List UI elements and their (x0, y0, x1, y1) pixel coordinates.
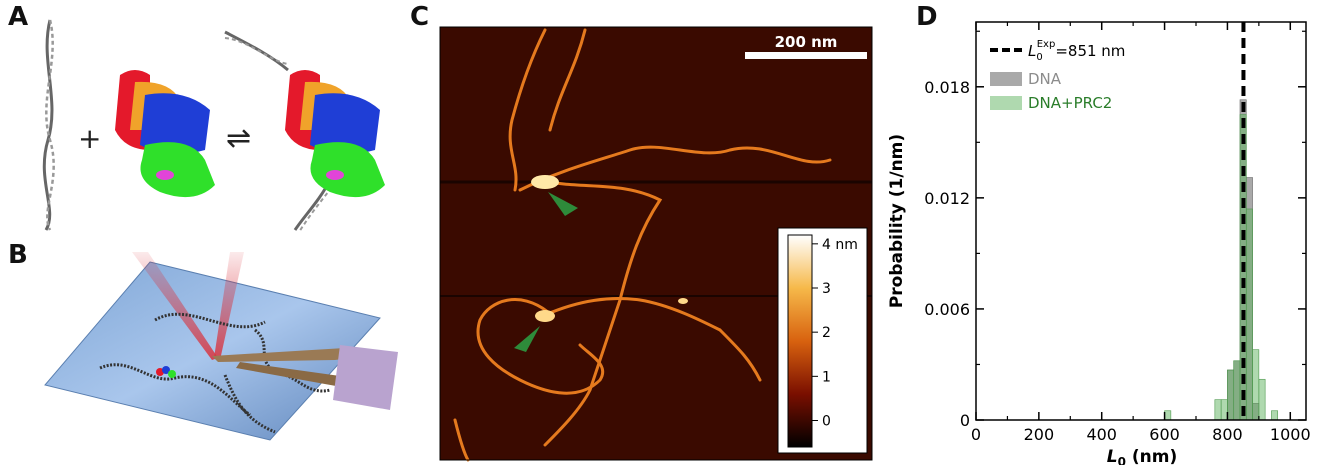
x-axis-label: L0 (nm) (1107, 447, 1177, 465)
prc2-on-surface (156, 366, 176, 378)
legend-dna-prc2-label: DNA+PRC2 (1028, 94, 1112, 112)
colorbar-tick-label: 1 (822, 369, 831, 385)
legend-ref-main: L (1028, 42, 1036, 60)
legend-dna-prc2-swatch (990, 96, 1022, 110)
y-tick-label: 0.018 (924, 78, 970, 97)
cantilever-chip (333, 345, 398, 410)
legend-dna-label: DNA (1028, 70, 1062, 88)
afm-cantilever (212, 348, 350, 362)
histogram-bar-dna-prc2 (1164, 410, 1172, 421)
x-axis-label-main: L (1107, 447, 1118, 465)
dna-strand-b3 (99, 363, 251, 417)
prc2-blob-2 (535, 310, 555, 322)
prc2-complex-structure (115, 70, 215, 198)
panel-label-a: A (8, 2, 29, 32)
prc2-complex-bound (285, 70, 385, 198)
afm-cantilever-arm (236, 362, 340, 386)
colorbar-tick-label: 2 (822, 325, 831, 341)
histogram-bar-dna-prc2 (1233, 360, 1241, 421)
dna-strand-b2 (254, 328, 331, 393)
colorbar-tick-label: 0 (822, 414, 831, 430)
colorbar: 4 nm 3 2 1 0 (777, 227, 868, 454)
legend-ref-sub: 0 (1036, 52, 1042, 63)
panel-b-illustration (44, 252, 398, 441)
y-axis-label: Probability (1/nm) (887, 134, 907, 308)
x-tick-label: 400 (1086, 425, 1117, 444)
dna-strand-b4 (223, 374, 276, 434)
panel-c-afm-image: 200 nm 4 nm 3 2 1 0 (439, 26, 873, 462)
particle-dot (678, 298, 688, 304)
y-tick-label: 0 (960, 411, 970, 430)
plus-sign: + (78, 122, 101, 155)
scalebar (745, 52, 867, 59)
colorbar-gradient (787, 234, 813, 448)
histogram-bar-dna-prc2 (1258, 378, 1266, 421)
legend-ref-suffix: =851 nm (1055, 42, 1125, 60)
legend-dna-swatch (990, 72, 1022, 86)
x-tick-label: 1000 (1270, 425, 1311, 444)
scalebar-label: 200 nm (775, 33, 838, 51)
colorbar-tick-label: 3 (822, 281, 831, 297)
panel-d-chart: 0 200 400 600 800 1000 0 0.006 0.012 0.018 Probab… (887, 21, 1311, 465)
panel-label-c: C (410, 2, 430, 32)
prc2-blob-1 (531, 175, 559, 189)
y-tick-label: 0.006 (924, 300, 970, 319)
x-tick-label: 800 (1212, 425, 1243, 444)
panel-label-d: D (916, 2, 938, 32)
x-axis-label-unit: (nm) (1126, 447, 1177, 465)
x-tick-label: 200 (1024, 425, 1055, 444)
x-axis-label-sub: 0 (1118, 455, 1126, 465)
green-arrowhead-1 (548, 192, 578, 216)
colorbar-tick-label: 4 nm (822, 237, 858, 253)
dna-molecules-afm (453, 28, 832, 462)
panel-a-illustration: + ⇌ (42, 19, 385, 233)
legend: L0 Exp=851 nm DNA DNA+PRC2 (990, 39, 1125, 112)
laser-beam-left (132, 252, 218, 360)
y-tick-label: 0.012 (924, 189, 970, 208)
histogram-bar-dna-prc2 (1252, 349, 1260, 421)
panel-label-b: B (8, 240, 28, 270)
equilibrium-arrows: ⇌ (226, 121, 251, 156)
dna-helix-free (42, 19, 55, 231)
dna-strand-b1 (154, 312, 266, 329)
histogram-bar-dna-prc2 (1245, 208, 1253, 421)
laser-beam-right (214, 252, 244, 360)
x-tick-label: 0 (971, 425, 981, 444)
legend-ref-sup: Exp (1037, 39, 1056, 50)
histogram-bar-dna-prc2 (1214, 399, 1222, 421)
histogram-bar-dna-prc2 (1220, 399, 1228, 421)
green-arrowhead-2 (514, 326, 540, 352)
histogram-bar-dna-prc2 (1227, 369, 1235, 421)
legend-ref-label: L0 Exp=851 nm (1028, 39, 1125, 63)
histogram-bar-dna-prc2 (1271, 410, 1279, 421)
x-tick-label: 600 (1149, 425, 1180, 444)
plot-frame (975, 21, 1307, 421)
